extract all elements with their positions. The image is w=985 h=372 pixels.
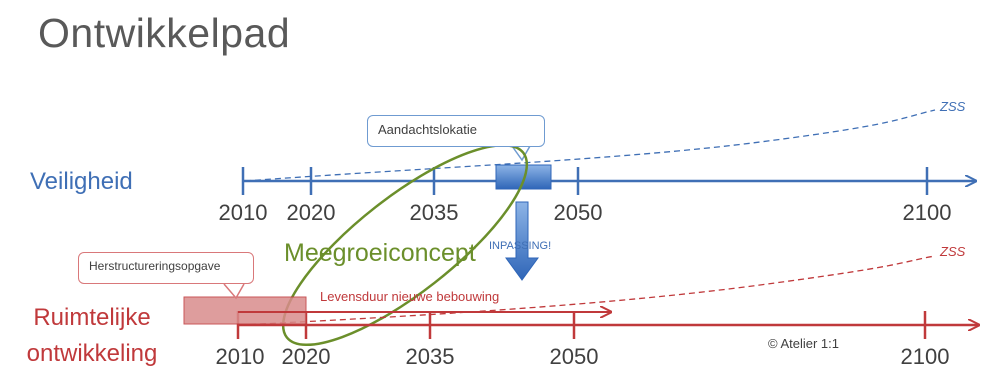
herstructurering-block — [183, 296, 307, 325]
ruimte-label-line2: ontwikkeling — [26, 340, 158, 367]
meegroei-ellipse — [281, 143, 529, 347]
ruimte-label-line1: Ruimtelijke — [33, 304, 151, 331]
aandacht-block — [495, 164, 552, 190]
ruimte-year-2010: 2010 — [215, 344, 265, 369]
aandacht-callout: Aandachtslokatie — [367, 115, 545, 147]
inpassing-arrow — [505, 201, 539, 281]
veiligheid-year-2020: 2020 — [286, 200, 336, 225]
veiligheid-year-2035: 2035 — [409, 200, 459, 225]
levensduur-label: Levensduur nieuwe bebouwing — [320, 289, 500, 304]
inpassing-label: INPASSING! — [489, 240, 552, 252]
meegroeiconcept-label: Meegroeiconcept — [284, 239, 476, 267]
ruimte-year-2020: 2020 — [281, 344, 331, 369]
veiligheid-year-2050: 2050 — [553, 200, 603, 225]
veiligheid-zss-curve — [244, 109, 936, 182]
herstructurering-pointer — [223, 283, 245, 300]
veiligheid-label: Veiligheid — [30, 168, 133, 195]
ruimte-zss-curve — [239, 255, 936, 326]
herstructurering-callout: Herstructureringsopgave — [78, 252, 254, 284]
ruimte-label: Ruimtelijke ontwikkeling — [22, 300, 162, 372]
ruimte-zss-label: ZSS — [940, 244, 966, 259]
ruimte-year-2050: 2050 — [549, 344, 599, 369]
veiligheid-year-2010: 2010 — [218, 200, 268, 225]
ruimte-year-2100: 2100 — [900, 344, 950, 369]
aandacht-pointer — [511, 145, 531, 162]
veiligheid-zss-label: ZSS — [940, 99, 966, 114]
ruimte-year-2035: 2035 — [405, 344, 455, 369]
slide-title: Ontwikkelpad — [38, 10, 291, 56]
veiligheid-year-2100: 2100 — [902, 200, 952, 225]
copyright-label: © Atelier 1:1 — [768, 336, 840, 351]
